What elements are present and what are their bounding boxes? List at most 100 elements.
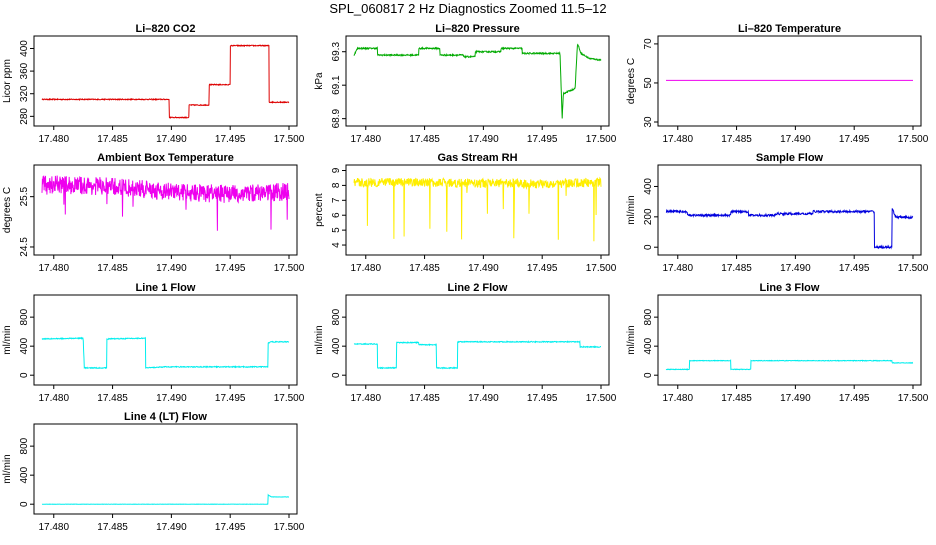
chart-sample-flow-x-tick-label: 17.480 [662, 263, 693, 274]
chart-gas-stream-rh: Gas Stream RH 17.480 17.485 17.490 17.495 17.… [314, 152, 617, 274]
chart-line-2-flow-x-tick-label: 17.500 [586, 393, 617, 404]
chart-li-820-co2-x-tick-label: 17.500 [274, 134, 305, 145]
chart-line-2-flow: Line 2 Flow 17.480 17.485 17.490 17.495 17.50… [314, 282, 617, 404]
chart-gas-stream-rh-y-tick-label: 9 [331, 167, 342, 173]
chart-gas-stream-rh-x-tick-label: 17.480 [350, 263, 381, 274]
chart-line-1-flow-x-tick-label: 17.480 [38, 393, 69, 404]
chart-li-820-co2-x-tick-label: 17.480 [38, 134, 69, 145]
chart-li-820-temperature-y-axis-label: degrees C [626, 58, 637, 104]
chart-ambient-box-temperature-x-tick-label: 17.480 [38, 263, 69, 274]
chart-sample-flow-x-tick-label: 17.495 [839, 263, 870, 274]
chart-li-820-co2-x-tick-label: 17.490 [156, 134, 187, 145]
chart-li-820-temperature-y-tick-label: 70 [643, 38, 654, 50]
chart-li-820-pressure-x-tick-label: 17.480 [350, 134, 381, 145]
chart-ambient-box-temperature-x-tick-label: 17.500 [274, 263, 305, 274]
chart-line-4-lt-flow-x-tick-label: 17.480 [38, 522, 69, 533]
chart-gas-stream-rh-y-tick-label: 4 [331, 242, 342, 248]
chart-line-2-flow-frame [345, 294, 610, 386]
chart-li-820-temperature-title: Li–820 Temperature [738, 23, 841, 35]
chart-line-3-flow-y-tick-label: 400 [643, 337, 654, 354]
chart-ambient-box-temperature-x-tick-label: 17.490 [156, 263, 187, 274]
chart-gas-stream-rh-x-tick-label: 17.490 [468, 263, 499, 274]
chart-sample-flow-frame [657, 164, 922, 256]
chart-line-2-flow-y-tick-label: 400 [331, 337, 342, 354]
chart-ambient-box-temperature-series-line [41, 175, 290, 231]
chart-li-820-pressure-frame [345, 35, 610, 127]
chart-sample-flow: Sample Flow 17.480 17.485 17.490 17.495 17.50… [626, 152, 929, 274]
chart-sample-flow-x-tick-label: 17.485 [721, 263, 752, 274]
chart-line-4-lt-flow-x-tick-label: 17.495 [215, 522, 246, 533]
chart-line-4-lt-flow-y-axis-label: ml/min [2, 454, 13, 483]
chart-line-3-flow-x-tick-label: 17.490 [780, 393, 811, 404]
chart-li-820-co2: Li–820 CO2 17.480 17.485 17.490 17.495 17.500… [2, 23, 305, 145]
chart-li-820-co2-y-tick-label: 400 [19, 40, 30, 57]
chart-line-3-flow: Line 3 Flow 17.480 17.485 17.490 17.495 17.50… [626, 282, 929, 404]
chart-li-820-pressure-title: Li–820 Pressure [435, 23, 519, 35]
chart-li-820-pressure-x-tick-label: 17.490 [468, 134, 499, 145]
chart-line-4-lt-flow-y-tick-label: 800 [19, 437, 30, 454]
chart-line-2-flow-x-tick-label: 17.495 [527, 393, 558, 404]
chart-line-1-flow-x-tick-label: 17.485 [97, 393, 128, 404]
chart-gas-stream-rh-y-tick-label: 8 [331, 182, 342, 188]
chart-ambient-box-temperature: Ambient Box Temperature 17.480 17.485 17.49… [2, 152, 305, 274]
chart-li-820-co2-x-tick-label: 17.485 [97, 134, 128, 145]
chart-li-820-pressure-x-tick-label: 17.495 [527, 134, 558, 145]
chart-line-2-flow-x-tick-label: 17.490 [468, 393, 499, 404]
chart-gas-stream-rh-y-tick-label: 7 [331, 197, 342, 203]
chart-ambient-box-temperature-y-tick-label: 24.5 [19, 237, 30, 257]
chart-ambient-box-temperature-title: Ambient Box Temperature [97, 152, 234, 164]
chart-ambient-box-temperature-frame [33, 164, 298, 256]
chart-sample-flow-x-tick-label: 17.490 [780, 263, 811, 274]
chart-line-1-flow-x-tick-label: 17.500 [274, 393, 305, 404]
chart-line-2-flow-y-tick-label: 800 [331, 308, 342, 325]
chart-line-2-flow-y-axis-label: ml/min [314, 325, 325, 354]
chart-line-1-flow-y-tick-label: 0 [19, 372, 30, 378]
chart-li-820-co2-y-tick-label: 320 [19, 85, 30, 102]
chart-ambient-box-temperature-x-tick-label: 17.485 [97, 263, 128, 274]
chart-li-820-pressure: Li–820 Pressure 17.480 17.485 17.490 17.495 1… [314, 23, 617, 145]
chart-sample-flow-series-line [665, 208, 914, 250]
chart-line-2-flow-series-line [353, 340, 601, 370]
chart-line-1-flow-series-line [41, 336, 290, 370]
chart-line-3-flow-frame [657, 294, 922, 386]
chart-line-1-flow-x-tick-label: 17.495 [215, 393, 246, 404]
chart-li-820-pressure-x-tick-label: 17.485 [409, 134, 440, 145]
chart-li-820-temperature-frame [657, 35, 922, 127]
chart-line-4-lt-flow-x-tick-label: 17.490 [156, 522, 187, 533]
chart-gas-stream-rh-y-axis-label: percent [314, 193, 325, 227]
chart-line-4-lt-flow: Line 4 (LT) Flow 17.480 17.485 17.490 17.495… [2, 411, 305, 533]
chart-line-1-flow-y-tick-label: 400 [19, 337, 30, 354]
chart-line-4-lt-flow-x-tick-label: 17.485 [97, 522, 128, 533]
chart-line-3-flow-y-tick-label: 800 [643, 308, 654, 325]
chart-line-1-flow: Line 1 Flow 17.480 17.485 17.490 17.495 17.50… [2, 282, 305, 404]
chart-line-3-flow-series-line [665, 359, 914, 371]
chart-gas-stream-rh-series-line [353, 176, 602, 242]
chart-li-820-pressure-y-tick-label: 69.3 [331, 42, 342, 62]
chart-ambient-box-temperature-y-tick-label: 25.5 [19, 187, 30, 207]
chart-line-4-lt-flow-title: Line 4 (LT) Flow [124, 411, 207, 423]
chart-line-3-flow-x-tick-label: 17.500 [898, 393, 929, 404]
chart-li-820-pressure-y-axis-label: kPa [314, 72, 325, 90]
chart-li-820-co2-y-axis-label: Licor ppm [2, 59, 13, 103]
chart-line-1-flow-frame [33, 294, 298, 386]
chart-li-820-co2-series-line [41, 44, 290, 119]
chart-gas-stream-rh-y-tick-label: 5 [331, 227, 342, 233]
chart-sample-flow-x-tick-label: 17.500 [898, 263, 929, 274]
chart-li-820-temperature-x-tick-label: 17.480 [662, 134, 693, 145]
chart-line-3-flow-x-tick-label: 17.485 [721, 393, 752, 404]
chart-line-4-lt-flow-series-line [41, 493, 290, 505]
chart-line-2-flow-x-tick-label: 17.480 [350, 393, 381, 404]
chart-li-820-co2-y-tick-label: 280 [19, 108, 30, 125]
chart-li-820-co2-frame [33, 35, 298, 127]
chart-line-1-flow-x-tick-label: 17.490 [156, 393, 187, 404]
chart-line-3-flow-title: Line 3 Flow [760, 282, 820, 294]
chart-line-4-lt-flow-y-tick-label: 0 [19, 501, 30, 507]
chart-line-1-flow-y-tick-label: 800 [19, 308, 30, 325]
chart-sample-flow-y-tick-label: 200 [643, 208, 654, 225]
chart-li-820-pressure-y-tick-label: 69.1 [331, 75, 342, 95]
chart-li-820-temperature-x-tick-label: 17.485 [721, 134, 752, 145]
chart-gas-stream-rh-frame [345, 164, 610, 256]
chart-li-820-temperature-x-tick-label: 17.500 [898, 134, 929, 145]
chart-line-2-flow-x-tick-label: 17.485 [409, 393, 440, 404]
